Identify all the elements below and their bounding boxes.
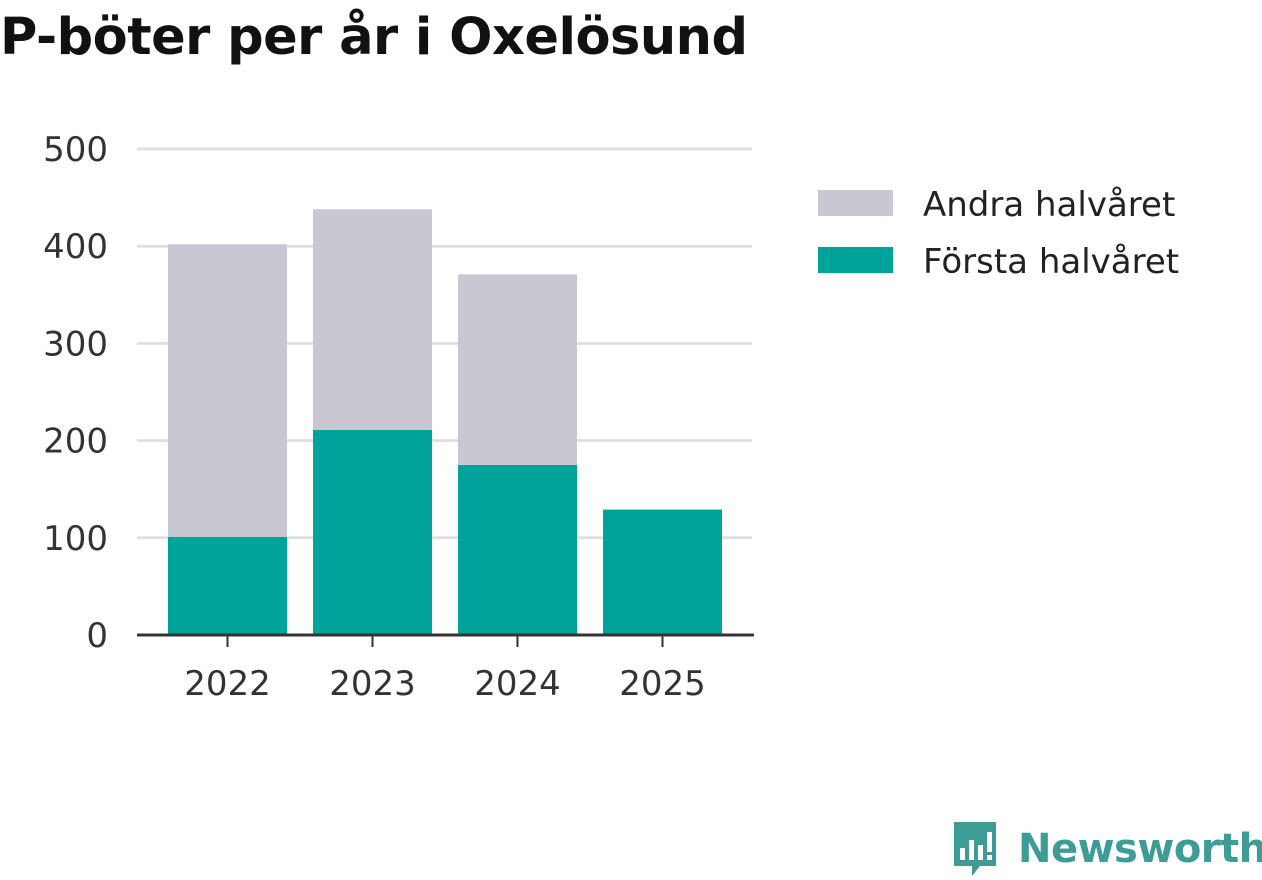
bar-forsta-2022 bbox=[168, 536, 287, 635]
legend-swatch bbox=[818, 190, 893, 216]
x-tick-label: 2024 bbox=[474, 664, 561, 704]
brand-name: Newsworthy bbox=[1018, 826, 1262, 872]
bar-andra-2024 bbox=[458, 274, 577, 465]
y-tick-label: 400 bbox=[43, 227, 108, 267]
bar-forsta-2025 bbox=[603, 509, 722, 635]
y-tick-label: 0 bbox=[86, 616, 108, 656]
legend-swatch bbox=[818, 247, 893, 273]
bar-andra-2022 bbox=[168, 244, 287, 537]
bar-forsta-2024 bbox=[458, 464, 577, 635]
y-tick-label: 500 bbox=[43, 130, 108, 170]
y-tick-label: 300 bbox=[43, 324, 108, 364]
x-tick-label: 2025 bbox=[619, 664, 706, 704]
newsworthy-logo: Newsworthy bbox=[950, 818, 1262, 880]
bar-andra-2023 bbox=[313, 209, 432, 430]
y-tick-label: 200 bbox=[43, 422, 108, 462]
chart-title: P-böter per år i Oxelösund bbox=[0, 8, 748, 67]
y-tick-label: 100 bbox=[43, 519, 108, 559]
x-tick-label: 2022 bbox=[184, 664, 271, 704]
x-tick-label: 2023 bbox=[329, 664, 416, 704]
newsworthy-logo-icon bbox=[954, 822, 996, 876]
legend-label: Första halvåret bbox=[923, 242, 1179, 282]
legend-label: Andra halvåret bbox=[923, 185, 1175, 225]
bar-forsta-2023 bbox=[313, 429, 432, 635]
